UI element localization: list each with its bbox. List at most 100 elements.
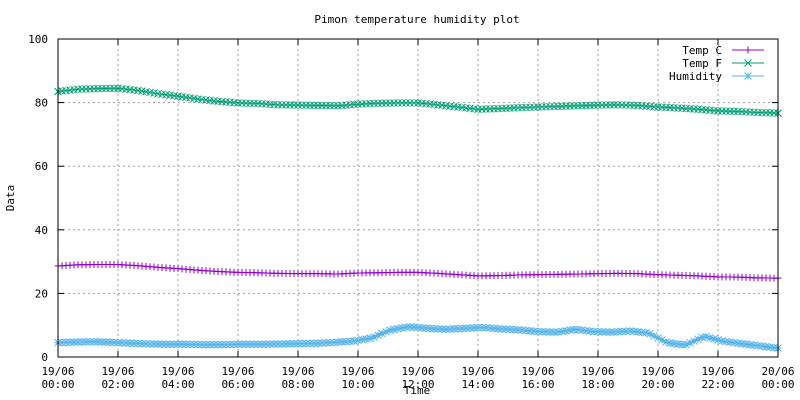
y-tick-label: 0: [41, 351, 48, 364]
data-point: [198, 340, 206, 349]
data-point: [502, 325, 510, 334]
data-point: [278, 340, 286, 348]
data-point: [582, 326, 590, 335]
data-point: [162, 340, 170, 349]
data-point: [158, 340, 166, 349]
data-point: [578, 326, 586, 335]
data-point: [230, 340, 238, 349]
x-tick-label: 06:00: [221, 378, 254, 391]
data-point: [266, 340, 274, 348]
x-tick-label: 00:00: [41, 378, 74, 391]
data-point: [310, 339, 318, 348]
data-point: [454, 324, 462, 333]
x-tick-label: 22:00: [701, 378, 734, 391]
data-point: [626, 327, 634, 335]
data-point: [474, 323, 482, 332]
data-point: [410, 323, 418, 332]
data-point: [702, 332, 710, 341]
data-point: [610, 328, 618, 336]
data-point: [354, 336, 362, 345]
data-point: [222, 340, 230, 349]
data-point: [758, 342, 766, 351]
data-point: [530, 327, 538, 336]
data-point: [234, 340, 242, 349]
data-point: [462, 324, 470, 333]
x-tick-label: 12:00: [401, 378, 434, 391]
data-point: [150, 340, 158, 348]
data-point: [122, 339, 130, 347]
data-point: [670, 339, 678, 348]
data-point: [190, 340, 198, 349]
data-point: [110, 338, 118, 347]
data-point: [326, 338, 334, 347]
data-point: [434, 325, 442, 333]
data-point: [538, 327, 546, 336]
data-point: [722, 337, 730, 346]
legend-label: Temp F: [682, 57, 722, 70]
data-point: [486, 324, 494, 332]
data-point: [618, 327, 626, 336]
data-point: [554, 328, 562, 336]
x-tick-label: 19/06: [281, 365, 314, 378]
legend-label: Humidity: [669, 70, 722, 83]
grid: [58, 39, 778, 357]
data-point: [238, 340, 246, 349]
series-humidity: [54, 323, 782, 352]
data-point: [726, 338, 734, 346]
data-point: [738, 339, 746, 348]
data-point: [658, 336, 666, 344]
series-layer: [54, 84, 782, 352]
data-point: [750, 341, 758, 350]
data-point: [242, 340, 250, 349]
data-point: [518, 326, 526, 335]
data-point: [534, 327, 542, 336]
data-point: [650, 331, 658, 340]
data-point: [318, 339, 326, 347]
data-point: [746, 340, 754, 349]
data-point: [514, 326, 522, 334]
data-point: [630, 327, 638, 336]
data-point: [226, 340, 234, 349]
data-point: [710, 335, 718, 343]
data-point: [282, 339, 290, 348]
data-point: [506, 325, 514, 334]
data-point: [82, 338, 90, 346]
chart-title: Pimon temperature humidity plot: [314, 13, 519, 26]
x-tick-label: 19/06: [461, 365, 494, 378]
data-point: [154, 340, 162, 348]
data-point: [362, 335, 370, 343]
y-tick-label: 20: [35, 287, 48, 300]
x-tick-label: 10:00: [341, 378, 374, 391]
data-point: [766, 343, 774, 351]
data-point: [378, 329, 386, 338]
data-point: [78, 338, 86, 346]
series-temp-c: [54, 260, 782, 282]
data-point: [482, 323, 490, 332]
data-point: [202, 340, 210, 349]
data-point: [334, 338, 342, 347]
data-point: [342, 337, 350, 346]
data-point: [346, 337, 354, 346]
y-tick-label: 40: [35, 224, 48, 237]
x-tick-label: 08:00: [281, 378, 314, 391]
data-point: [350, 337, 358, 345]
data-point: [270, 340, 278, 348]
data-point: [698, 333, 706, 342]
data-point: [594, 327, 602, 336]
data-point: [170, 340, 178, 349]
data-point: [682, 340, 690, 349]
data-point: [62, 338, 70, 347]
x-tick-label: 16:00: [521, 378, 554, 391]
x-tick-label: 19/06: [581, 365, 614, 378]
data-point: [138, 339, 146, 348]
data-point: [442, 325, 450, 334]
data-point: [142, 339, 150, 348]
data-point: [602, 328, 610, 336]
data-point: [586, 327, 594, 336]
x-tick-label: 19/06: [401, 365, 434, 378]
data-point: [306, 339, 314, 348]
data-point: [678, 340, 686, 349]
data-point: [666, 339, 674, 347]
data-point: [754, 341, 762, 350]
